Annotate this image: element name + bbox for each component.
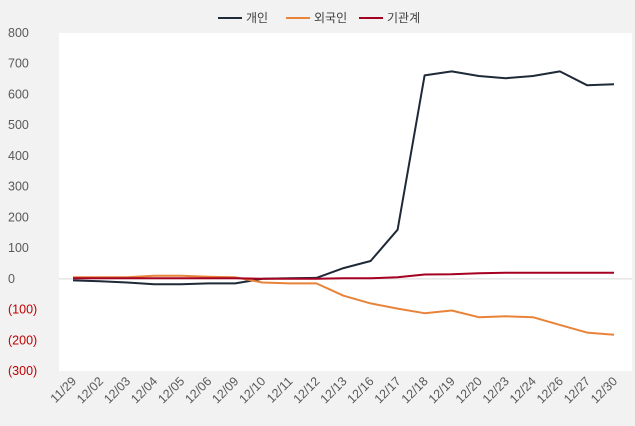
y-tick-label: 200 xyxy=(8,210,29,224)
plot-area xyxy=(59,33,632,371)
x-tick-label: 12/30 xyxy=(588,374,620,406)
x-tick-label: 11/29 xyxy=(48,374,79,405)
x-tick-label: 12/12 xyxy=(291,374,323,406)
x-tick-label: 12/10 xyxy=(236,374,268,406)
y-tick-label: 600 xyxy=(8,87,29,101)
series-lines xyxy=(72,70,615,336)
x-tick-label: 12/17 xyxy=(372,374,404,406)
legend-label: 개인 xyxy=(246,11,268,25)
series-line xyxy=(73,274,615,336)
x-tick-label: 12/23 xyxy=(480,374,512,406)
y-tick-label: 300 xyxy=(8,180,29,194)
series-line xyxy=(72,70,615,286)
x-tick-label: 12/09 xyxy=(209,374,241,406)
legend-label: 외국인 xyxy=(314,11,347,25)
x-tick-label: 12/24 xyxy=(507,374,539,406)
x-tick-label: 12/03 xyxy=(101,374,133,406)
x-tick-label: 12/19 xyxy=(426,374,458,406)
x-tick-label: 12/06 xyxy=(182,374,214,406)
x-tick-label: 12/26 xyxy=(534,374,566,406)
y-tick-label: 800 xyxy=(8,26,29,40)
legend: 개인 외국인 기관계 xyxy=(218,11,420,25)
y-tick-label: (300) xyxy=(8,364,37,378)
x-tick-label: 12/02 xyxy=(74,374,106,406)
x-tick-label: 12/13 xyxy=(318,374,350,406)
y-tick-label: (100) xyxy=(8,303,37,317)
x-tick-label: 12/11 xyxy=(264,374,295,405)
y-tick-label: 100 xyxy=(8,241,29,255)
y-tick-label: 500 xyxy=(8,118,29,132)
x-tick-label: 12/05 xyxy=(155,374,187,406)
x-tick-label: 12/27 xyxy=(561,374,593,406)
x-tick-label: 12/18 xyxy=(399,374,431,406)
y-tick-label: 0 xyxy=(8,272,15,286)
y-tick-label: 700 xyxy=(8,57,29,71)
x-axis-ticks: 11/2912/0212/0312/0412/0512/0612/0912/10… xyxy=(48,374,620,406)
legend-label: 기관계 xyxy=(387,11,420,25)
x-tick-label: 12/04 xyxy=(128,374,160,406)
y-axis-ticks: 800 700 600 500 400 300 200 100 0 (100) (200) (300) xyxy=(8,26,37,378)
y-tick-label: 400 xyxy=(8,149,29,163)
y-tick-label: (200) xyxy=(8,333,37,347)
x-tick-label: 12/20 xyxy=(453,374,485,406)
series-line xyxy=(73,271,614,280)
x-tick-label: 12/16 xyxy=(345,374,377,406)
